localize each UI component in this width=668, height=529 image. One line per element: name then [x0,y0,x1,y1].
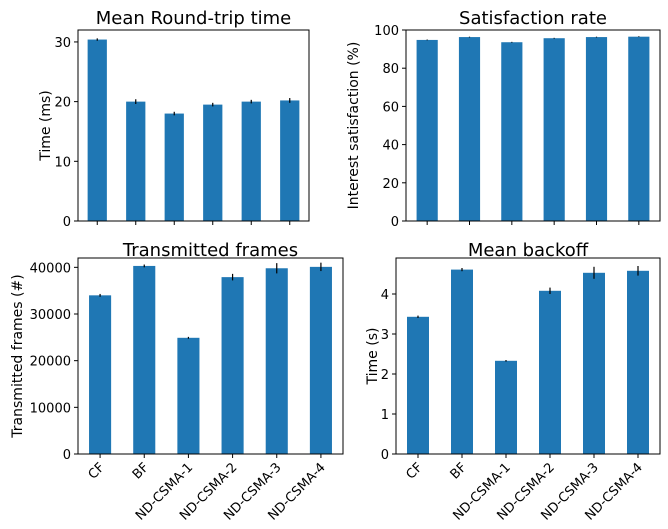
bar [451,269,473,454]
bar [133,265,156,454]
y-tick-label: 0 [63,215,71,230]
y-tick-label: 20000 [30,355,71,370]
x-tick-label: BF [130,460,152,482]
x-tick-label: BF [448,460,470,482]
bar [501,42,523,221]
y-tick-label: 100 [374,24,399,39]
y-tick-label: 4 [381,288,389,303]
y-tick-label: 0 [391,215,399,230]
y-axis-label: Transmitted frames (#) [10,274,26,438]
x-tick-label: CF [86,460,108,482]
bar [89,295,112,454]
y-tick-label: 40 [382,139,399,154]
bar [203,104,223,221]
y-axis-label: Time (s) [365,328,381,386]
chart-title: Transmitted frames [122,240,298,261]
x-tick-label: CF [404,460,426,482]
y-tick-label: 80 [382,62,399,77]
axes-frame [77,257,344,455]
y-tick-label: 3 [381,328,389,343]
bar [164,113,184,221]
y-tick-label: 10000 [30,401,71,416]
bar [87,39,107,221]
y-tick-label: 20 [54,96,71,111]
y-tick-label: 20 [382,177,399,192]
y-tick-label: 10 [54,155,71,170]
bar [543,38,565,222]
bar [495,360,517,454]
y-tick-label: 0 [381,448,389,463]
bar [265,268,288,454]
axes-frame [77,29,310,222]
y-tick-label: 30 [54,36,71,51]
bar [539,290,561,454]
y-tick-label: 60 [382,100,399,115]
bar [458,37,481,221]
axes-frame [405,29,661,222]
bar [221,277,244,454]
bar [177,337,200,454]
y-tick-label: 40000 [30,261,71,276]
y-tick-label: 0 [63,448,71,463]
bar [416,39,438,221]
bar [583,272,605,454]
bar [585,37,608,221]
bar [627,270,649,454]
bar [628,36,650,222]
chart-title: Mean Round-trip time [96,8,292,29]
axes-frame [395,257,661,455]
y-tick-label: 1 [381,408,389,423]
chart-title: Satisfaction rate [459,8,607,29]
chart-title: Mean backoff [468,240,589,261]
bar [241,101,261,221]
y-axis-label: Interest satisfaction (%) [346,42,362,210]
bar [126,101,146,221]
bar [309,266,332,454]
y-tick-label: 2 [381,368,389,383]
bar [407,316,429,454]
y-tick-label: 30000 [30,308,71,323]
y-axis-label: Time (ms) [38,90,54,162]
bar [280,100,300,221]
